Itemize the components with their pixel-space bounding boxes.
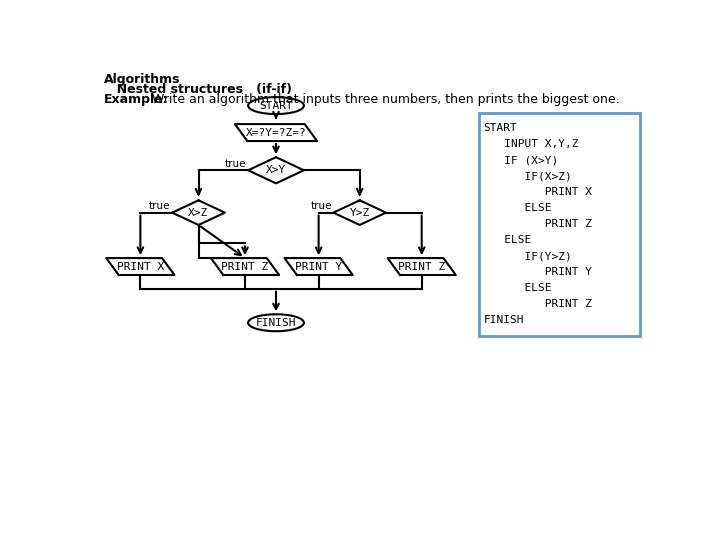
Text: FINISH: FINISH (256, 318, 296, 328)
Text: START: START (484, 123, 518, 133)
Text: PRINT Z: PRINT Z (484, 219, 592, 229)
Text: X=?Y=?Z=?: X=?Y=?Z=? (246, 127, 307, 138)
Text: Algorithms: Algorithms (104, 72, 181, 85)
Text: PRINT Z: PRINT Z (484, 299, 592, 309)
Text: FINISH: FINISH (484, 315, 524, 325)
Text: PRINT X: PRINT X (117, 261, 164, 272)
Text: true: true (149, 201, 171, 211)
Text: Y>Z: Y>Z (350, 208, 370, 218)
Text: Example:: Example: (104, 93, 168, 106)
Text: PRINT Z: PRINT Z (221, 261, 269, 272)
Text: Nested structures   (if-if): Nested structures (if-if) (108, 83, 292, 96)
Text: PRINT Y: PRINT Y (484, 267, 592, 277)
Text: X>Z: X>Z (189, 208, 209, 218)
Text: PRINT X: PRINT X (484, 187, 592, 197)
Text: true: true (310, 201, 332, 211)
Text: ELSE: ELSE (484, 283, 552, 293)
Text: INPUT X,Y,Z: INPUT X,Y,Z (484, 139, 578, 149)
Text: ELSE: ELSE (484, 235, 531, 245)
Text: IF(Y>Z): IF(Y>Z) (484, 251, 572, 261)
Text: IF (X>Y): IF (X>Y) (484, 155, 558, 165)
Text: PRINT Z: PRINT Z (398, 261, 446, 272)
Text: ELSE: ELSE (484, 203, 552, 213)
Text: PRINT Y: PRINT Y (295, 261, 342, 272)
Text: true: true (225, 159, 246, 168)
Text: IF(X>Z): IF(X>Z) (484, 171, 572, 181)
Text: Write an algorithm that inputs three numbers, then prints the biggest one.: Write an algorithm that inputs three num… (148, 93, 620, 106)
Text: START: START (259, 100, 293, 111)
Text: X>Y: X>Y (266, 165, 286, 176)
